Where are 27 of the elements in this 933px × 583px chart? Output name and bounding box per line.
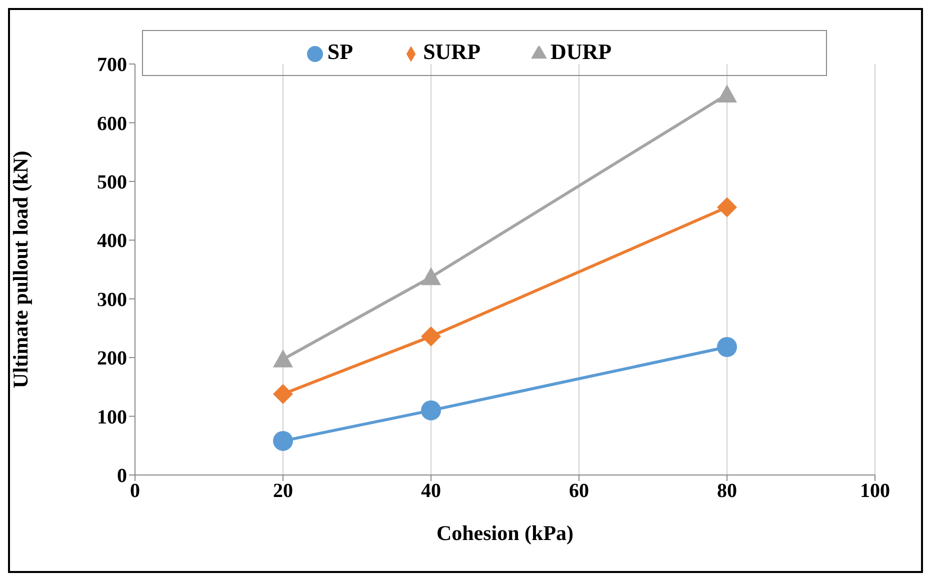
y-tick-label: 700 xyxy=(97,54,127,76)
x-tick-label: 40 xyxy=(421,480,441,502)
legend-label: SURP xyxy=(423,39,481,64)
point xyxy=(273,349,293,368)
y-tick-label: 200 xyxy=(97,348,127,370)
y-axis-title: Ultimate pullout load (kN) xyxy=(8,150,32,388)
y-tick-label: 400 xyxy=(97,230,127,252)
y-tick-label: 500 xyxy=(97,172,127,194)
point xyxy=(273,384,293,404)
point xyxy=(717,197,737,218)
y-tick-label: 600 xyxy=(97,112,127,135)
y-tick-label: 100 xyxy=(97,406,127,428)
x-tick-label: 80 xyxy=(717,480,737,502)
point xyxy=(421,400,441,420)
point xyxy=(717,84,737,103)
y-tick-label: 300 xyxy=(97,288,127,311)
legend-label: DURP xyxy=(550,39,612,64)
x-axis-title: Cohesion (kPa) xyxy=(436,521,574,545)
point xyxy=(421,326,441,346)
y-tick-label: 0 xyxy=(117,465,127,488)
point xyxy=(273,430,293,451)
x-tick-label: 60 xyxy=(569,480,589,502)
x-tick-label: 100 xyxy=(860,480,890,502)
x-tick-label: 20 xyxy=(273,480,293,502)
point xyxy=(421,267,441,286)
legend-label: SP xyxy=(327,39,354,64)
point xyxy=(717,337,737,357)
